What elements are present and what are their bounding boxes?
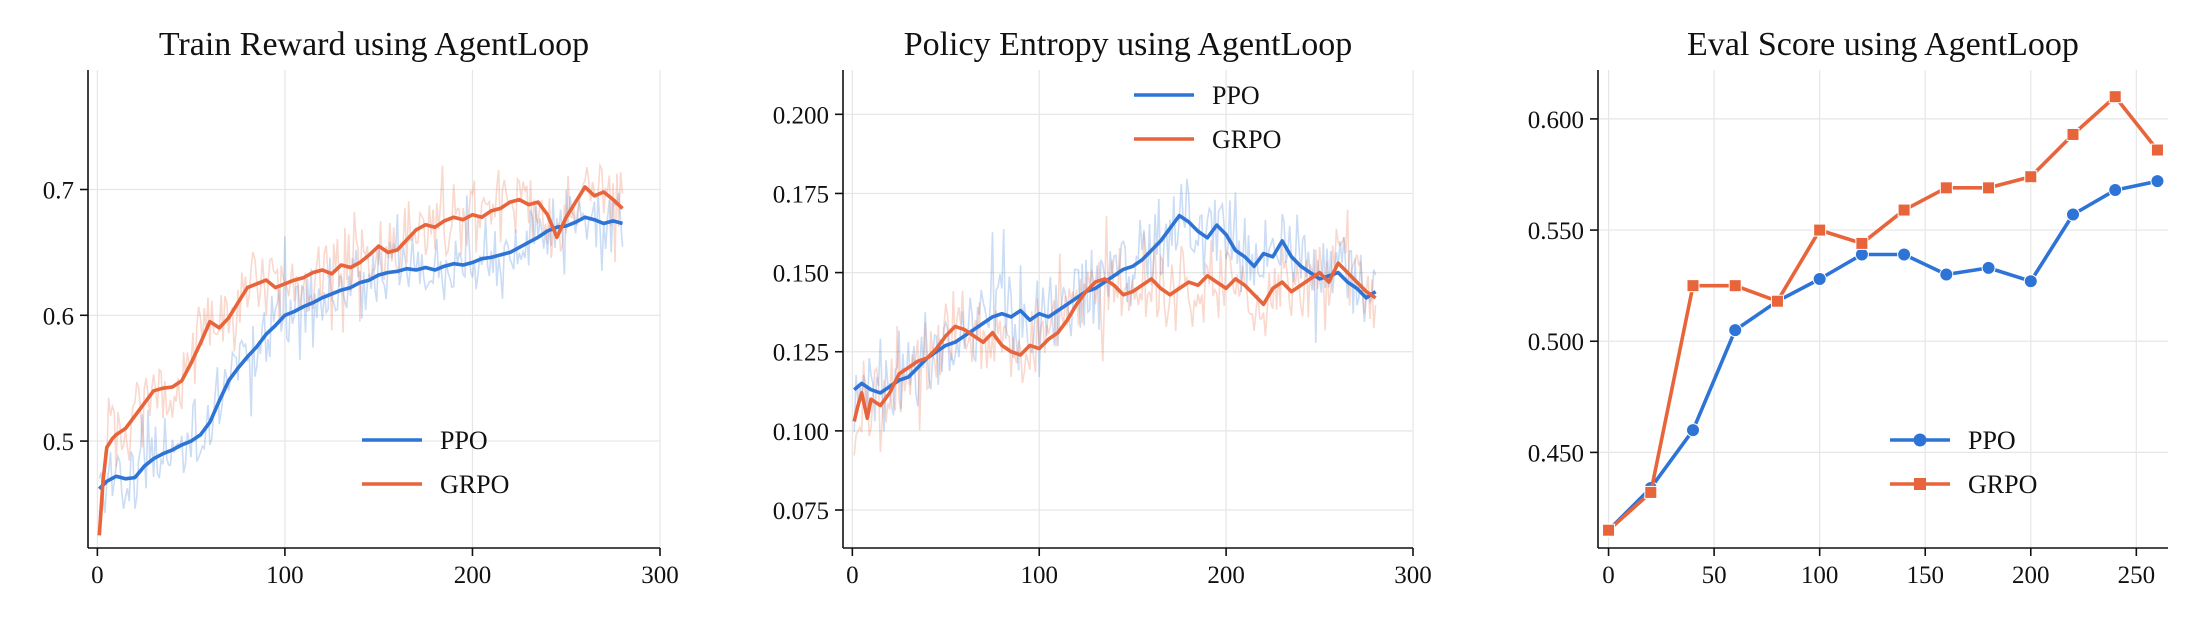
- point-ppo: [2108, 183, 2123, 198]
- x-tick-label: 50: [1702, 562, 1727, 589]
- legend-label-grpo: GRPO: [1968, 470, 2037, 499]
- y-tick-label: 0.6: [43, 303, 74, 330]
- legend: PPO GRPO: [1890, 426, 2037, 499]
- gridlines: [88, 70, 661, 548]
- point-grpo: [2108, 90, 2122, 104]
- x-tick-label: 0: [1602, 562, 1615, 589]
- chart-title: Eval Score using AgentLoop: [1687, 26, 2079, 63]
- legend-marker-ppo: [1913, 433, 1927, 447]
- y-tick-label: 0.600: [1528, 107, 1584, 134]
- y-tick-label: 0.100: [773, 419, 829, 446]
- series-line-ppo: [853, 213, 1377, 395]
- series-line-ppo: [98, 215, 623, 491]
- point-grpo: [2150, 143, 2164, 157]
- x-tick-label: 250: [2118, 562, 2156, 589]
- series-line-grpo: [1607, 94, 2159, 532]
- legend-marker-grpo: [1914, 478, 1926, 490]
- raw-trace-ppo: [98, 190, 624, 514]
- point-ppo: [1728, 323, 1743, 338]
- point-ppo: [1812, 271, 1827, 286]
- point-grpo: [1855, 236, 1869, 250]
- point-grpo: [1897, 203, 1911, 217]
- point-grpo: [1770, 294, 1784, 308]
- point-ppo: [2066, 207, 2080, 222]
- x-tick-label: 200: [1207, 562, 1245, 589]
- chart-panel-3: Eval Score using AgentLoop 0 50 100 150 200 25…: [1528, 26, 2168, 589]
- point-grpo: [1644, 485, 1658, 499]
- y-tick-label: 0.5: [43, 429, 74, 456]
- point-ppo: [2023, 274, 2038, 289]
- raw-trace-ppo: [853, 178, 1377, 433]
- x-tick-label: 300: [641, 562, 679, 589]
- y-tick-label: 0.175: [773, 181, 829, 208]
- y-tick-label: 0.125: [773, 340, 829, 367]
- legend-label-grpo: GRPO: [1212, 125, 1281, 154]
- raw-trace-grpo: [853, 209, 1377, 456]
- y-tick-label: 0.550: [1528, 218, 1584, 245]
- legend: PPO GRPO: [362, 426, 509, 499]
- legend-label-ppo: PPO: [1968, 426, 2016, 455]
- x-tick-label: 100: [1020, 562, 1058, 589]
- x-tick-label: 100: [266, 562, 304, 589]
- point-grpo: [1939, 181, 1953, 195]
- chart-panel-1: Train Reward using AgentLoop 0 100 200 300 0.…: [43, 26, 679, 589]
- point-grpo: [2066, 127, 2080, 141]
- y-tick-label: 0.500: [1528, 329, 1584, 356]
- chart-title: Policy Entropy using AgentLoop: [904, 26, 1353, 63]
- y-tick-label: 0.200: [773, 102, 829, 129]
- series-line-ppo: [1607, 179, 2158, 532]
- point-grpo: [1686, 279, 1700, 293]
- point-ppo: [1981, 260, 1996, 275]
- point-grpo: [1982, 181, 1996, 195]
- legend-label-ppo: PPO: [440, 426, 488, 455]
- chart-panel-2: Policy Entropy using AgentLoop 0 100 200 300…: [773, 26, 1432, 589]
- x-tick-label: 150: [1906, 562, 1944, 589]
- series-line-grpo: [97, 185, 624, 536]
- series-line-grpo: [852, 261, 1377, 422]
- x-tick-label: 300: [1394, 562, 1432, 589]
- x-tick-label: 100: [1801, 562, 1839, 589]
- y-tick-label: 0.075: [773, 498, 829, 525]
- raw-trace-grpo: [98, 162, 624, 523]
- y-tick-label: 0.150: [773, 261, 829, 288]
- point-grpo: [1813, 223, 1827, 237]
- y-tick-label: 0.7: [43, 178, 74, 205]
- point-grpo: [1728, 279, 1742, 293]
- point-ppo: [1939, 267, 1954, 282]
- point-grpo: [2024, 170, 2038, 184]
- x-tick-label: 0: [846, 562, 859, 589]
- point-ppo: [1686, 423, 1700, 438]
- x-tick-label: 200: [2012, 562, 2050, 589]
- point-ppo: [1897, 247, 1912, 262]
- chart-title: Train Reward using AgentLoop: [159, 26, 589, 63]
- point-ppo: [1854, 247, 1869, 262]
- point-ppo: [2150, 174, 2165, 189]
- gridlines: [1598, 70, 2168, 548]
- y-tick-label: 0.450: [1528, 440, 1584, 467]
- legend-label-ppo: PPO: [1212, 81, 1260, 110]
- x-tick-label: 200: [454, 562, 492, 589]
- legend-label-grpo: GRPO: [440, 470, 509, 499]
- legend: PPO GRPO: [1134, 81, 1281, 154]
- x-tick-label: 0: [91, 562, 104, 589]
- point-grpo: [1602, 523, 1616, 537]
